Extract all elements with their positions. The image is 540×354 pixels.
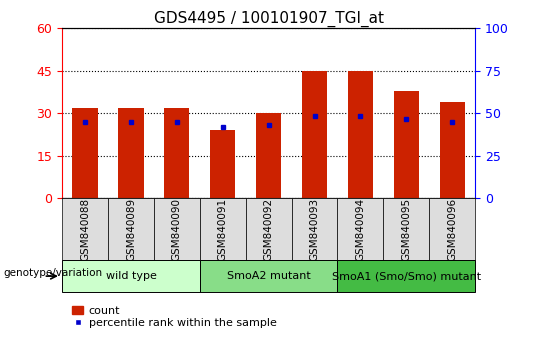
Text: GSM840090: GSM840090 <box>172 198 182 261</box>
FancyBboxPatch shape <box>429 198 475 260</box>
Text: GSM840089: GSM840089 <box>126 198 136 261</box>
Text: GSM840088: GSM840088 <box>80 198 90 261</box>
Text: GSM840095: GSM840095 <box>401 198 411 261</box>
Text: GSM840091: GSM840091 <box>218 198 228 261</box>
Text: GSM840094: GSM840094 <box>355 198 366 261</box>
FancyBboxPatch shape <box>108 198 154 260</box>
Bar <box>348 71 373 198</box>
Text: genotype/variation: genotype/variation <box>3 268 102 278</box>
Text: SmoA2 mutant: SmoA2 mutant <box>227 271 310 281</box>
Bar <box>72 108 98 198</box>
FancyBboxPatch shape <box>62 260 200 292</box>
FancyBboxPatch shape <box>246 198 292 260</box>
Bar <box>256 113 281 198</box>
Text: GSM840096: GSM840096 <box>447 198 457 261</box>
Text: wild type: wild type <box>105 271 157 281</box>
Bar <box>210 130 235 198</box>
Text: GSM840093: GSM840093 <box>309 198 320 261</box>
Bar <box>440 102 465 198</box>
FancyBboxPatch shape <box>200 260 338 292</box>
FancyBboxPatch shape <box>62 198 108 260</box>
FancyBboxPatch shape <box>338 198 383 260</box>
FancyBboxPatch shape <box>292 198 338 260</box>
Text: GSM840092: GSM840092 <box>264 198 274 261</box>
FancyBboxPatch shape <box>200 198 246 260</box>
Title: GDS4495 / 100101907_TGI_at: GDS4495 / 100101907_TGI_at <box>154 11 383 27</box>
Bar <box>394 91 419 198</box>
Text: SmoA1 (Smo/Smo) mutant: SmoA1 (Smo/Smo) mutant <box>332 271 481 281</box>
Bar <box>302 71 327 198</box>
FancyBboxPatch shape <box>154 198 200 260</box>
FancyBboxPatch shape <box>383 198 429 260</box>
FancyBboxPatch shape <box>338 260 475 292</box>
Bar <box>118 108 144 198</box>
Legend: count, percentile rank within the sample: count, percentile rank within the sample <box>68 301 281 332</box>
Bar <box>164 108 190 198</box>
